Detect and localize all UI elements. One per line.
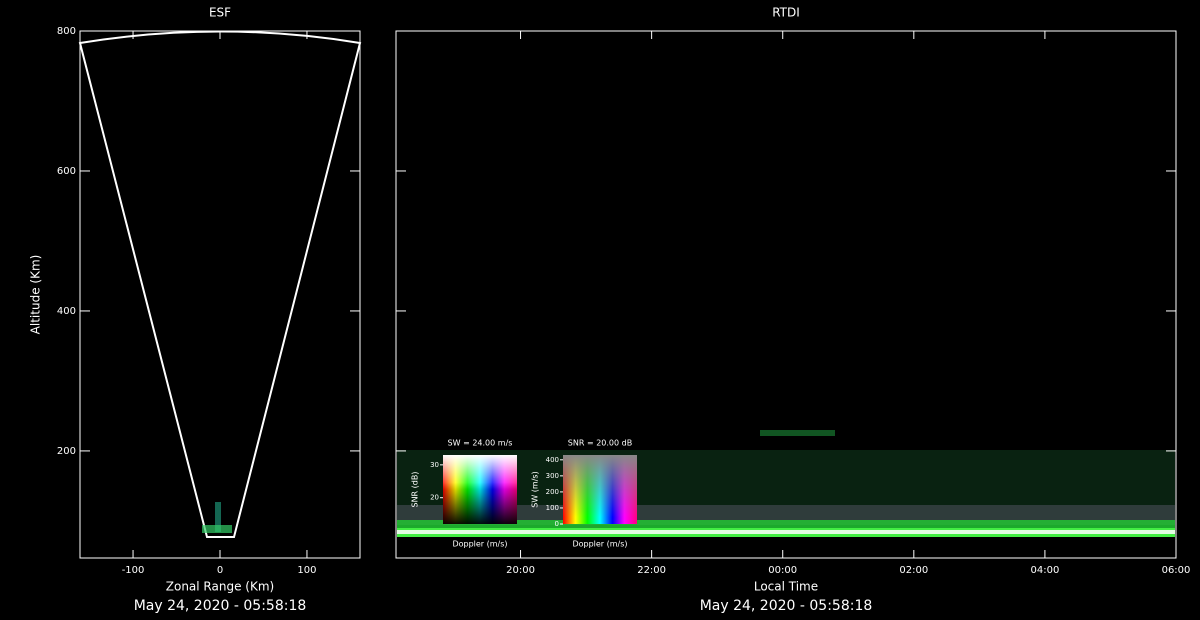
x-tick-label: -100 bbox=[122, 565, 145, 576]
rtdi-frame bbox=[395, 30, 1177, 559]
footer: May 24, 2020 - 05:58:18 bbox=[134, 598, 307, 614]
y-tick-label: 400 bbox=[57, 306, 76, 317]
inset-y-tick-label: 200 bbox=[546, 488, 559, 496]
inset-title: SW = 24.00 m/s bbox=[448, 439, 513, 448]
esf-frame bbox=[79, 30, 361, 559]
inset-key-1 bbox=[443, 455, 517, 524]
x-tick-label: 02:00 bbox=[899, 565, 928, 576]
x-tick-label: 100 bbox=[297, 565, 316, 576]
panel-title: RTDI bbox=[772, 6, 800, 20]
x-tick-label: 20:00 bbox=[506, 565, 535, 576]
x-tick-label: 00:00 bbox=[768, 565, 797, 576]
x-tick-label: 04:00 bbox=[1030, 565, 1059, 576]
y-axis-label: Altitude (Km) bbox=[29, 255, 43, 335]
x-axis-label: Zonal Range (Km) bbox=[166, 580, 274, 594]
panel-title: ESF bbox=[209, 6, 231, 20]
inset-x-label: Doppler (m/s) bbox=[452, 540, 507, 549]
inset-y-tick-label: 20 bbox=[430, 494, 439, 502]
inset-x-label: Doppler (m/s) bbox=[572, 540, 627, 549]
inset-y-tick-label: 300 bbox=[546, 472, 559, 480]
inset-key-2 bbox=[563, 455, 637, 524]
beam-sector bbox=[78, 30, 362, 538]
esf-echoes bbox=[202, 502, 232, 533]
y-tick-label: 600 bbox=[57, 166, 76, 177]
footer: May 24, 2020 - 05:58:18 bbox=[700, 598, 873, 614]
x-tick-label: 22:00 bbox=[637, 565, 666, 576]
inset-y-label: SW (m/s) bbox=[531, 471, 540, 507]
inset-title: SNR = 20.00 dB bbox=[568, 439, 632, 448]
x-axis-label: Local Time bbox=[754, 580, 818, 594]
inset-y-tick-label: 100 bbox=[546, 504, 559, 512]
y-tick-label: 800 bbox=[57, 26, 76, 37]
inset-y-tick-label: 400 bbox=[546, 456, 559, 464]
inset-y-tick-label: 30 bbox=[430, 461, 439, 469]
y-tick-label: 200 bbox=[57, 446, 76, 457]
inset-y-tick-label: 0 bbox=[555, 520, 559, 528]
x-tick-label: 06:00 bbox=[1162, 565, 1191, 576]
x-tick-label: 0 bbox=[217, 565, 223, 576]
inset-y-label: SNR (dB) bbox=[411, 472, 420, 508]
